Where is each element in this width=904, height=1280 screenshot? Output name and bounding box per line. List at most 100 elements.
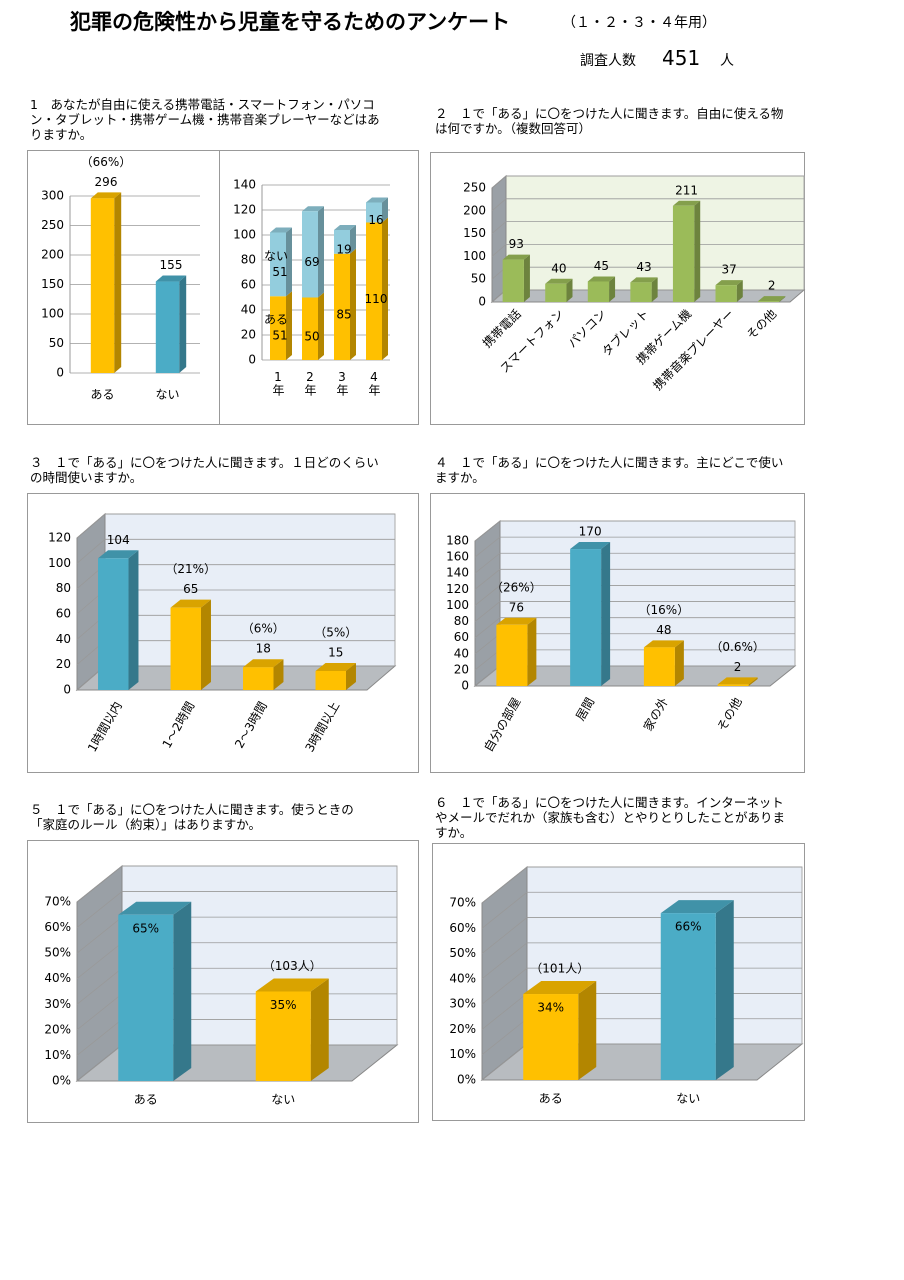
y-tick-label: 70% [44, 895, 71, 909]
bar-side [694, 200, 701, 302]
y-tick-label: 40% [449, 971, 476, 985]
x-tick-label: ない [676, 1092, 700, 1106]
y-tick-label: 120 [446, 582, 469, 596]
y-tick-label: 30% [44, 997, 71, 1011]
data-label: 104 [107, 533, 130, 547]
x-tick-label: 家の外 [640, 695, 671, 734]
data-label: 110 [365, 292, 388, 306]
grid-line [491, 221, 804, 234]
data-label: 37 [722, 263, 737, 277]
y-tick-label: 0 [478, 295, 486, 309]
bar-side [651, 277, 658, 302]
count: 451 [662, 46, 701, 70]
annotation: （16%） [639, 603, 690, 617]
data-label: 170 [579, 525, 602, 539]
y-tick-label: 60 [454, 630, 469, 644]
data-label: 35% [270, 998, 297, 1012]
bar-top [118, 901, 192, 915]
x-tick-label: 2年 [303, 370, 317, 396]
y-tick-label: 10% [44, 1048, 71, 1062]
bar [118, 914, 174, 1081]
bar-top [90, 192, 122, 199]
y-tick-label: 180 [446, 534, 469, 548]
grid-line [76, 538, 395, 564]
annotation: （6%） [242, 622, 285, 636]
grid-line [474, 536, 795, 558]
y-tick-label: 10% [449, 1047, 476, 1061]
data-label: 65 [183, 582, 198, 596]
y-tick-label: 100 [233, 228, 256, 242]
question: ５ １で「ある」に〇をつけた人に聞きます。使うときの「家庭のルール（約束）」はあ… [30, 802, 354, 832]
data-label: 66% [675, 920, 702, 934]
data-label: 2 [734, 660, 742, 674]
x-tick-label: 居間 [573, 695, 597, 723]
bar-top [545, 278, 573, 284]
bar-top [643, 640, 684, 648]
bar [630, 282, 652, 302]
data-label: 40 [551, 261, 566, 275]
data-label: 76 [509, 600, 524, 614]
bar-top [523, 981, 597, 995]
bar-side [345, 663, 356, 690]
bar-side [350, 225, 356, 254]
y-tick-label: 200 [463, 203, 486, 217]
bar-top [715, 280, 743, 286]
grid-line [474, 585, 795, 606]
y-tick-label: 60 [241, 278, 256, 292]
bar [270, 296, 286, 360]
bar-side [578, 981, 597, 1080]
y-tick-label: 20 [56, 657, 71, 671]
x-tick-label: その他 [715, 695, 745, 733]
data-label: 2 [768, 279, 776, 293]
y-tick-label: 70% [449, 896, 476, 910]
bar-top [243, 659, 284, 668]
x-tick-label: 2～3時間 [232, 699, 270, 750]
data-label: 19 [336, 242, 351, 256]
chart: 0% 10% 20% 30% 40% 50% 60% 70% 34% （101人） ある 66% ない [449, 865, 804, 1106]
x-tick-label: ある [539, 1092, 563, 1106]
chart: 0 20 40 60 80 100 120 140 160 180 76 （26%） 自分の部屋 170 居… [446, 519, 797, 754]
x-tick-label: ある [90, 388, 114, 402]
bar [643, 647, 675, 686]
grid-line [76, 891, 397, 928]
bar [758, 301, 780, 302]
y-tick-label: 0 [248, 353, 256, 367]
page-title: 犯罪の危険性から児童を守るためのアンケート [70, 10, 511, 34]
annotation: （0.6%） [710, 640, 765, 654]
data-label: 50 [304, 329, 319, 343]
bar [302, 297, 318, 360]
y-tick-label: 100 [41, 307, 64, 321]
annotation: （26%） [491, 580, 542, 594]
chart: 0 50 100 150 200 250 300 296 （66%） ある 155 ない [41, 155, 200, 402]
y-tick-label: 30% [449, 997, 476, 1011]
question: ６ １で「ある」に〇をつけた人に聞きます。インターネットやメールでだれか（家族も… [435, 795, 786, 840]
bar-side [286, 227, 292, 297]
y-tick-label: 250 [41, 218, 64, 232]
bar-side [779, 296, 786, 302]
y-tick-label: 40 [454, 646, 469, 660]
bar-side [318, 292, 324, 360]
bar-top [170, 599, 211, 608]
y-tick-label: 20% [44, 1022, 71, 1036]
y-tick-label: 40 [241, 303, 256, 317]
question: ４ １で「ある」に〇をつけた人に聞きます。主にどこで使いますか。 [435, 455, 784, 485]
bar-top [672, 200, 701, 206]
data-label: 43 [636, 260, 651, 274]
x-tick-label: 1年 [271, 370, 285, 396]
y-tick-label: 140 [233, 178, 256, 192]
x-tick-label: 3年 [335, 370, 349, 396]
side-wall [474, 519, 501, 688]
bar-top [502, 254, 530, 260]
y-tick-label: 20 [241, 328, 256, 342]
y-tick-label: 50 [471, 272, 486, 286]
grid-line [474, 552, 795, 574]
data-label: 296 [95, 175, 118, 189]
bar [90, 198, 115, 373]
bar [587, 281, 610, 302]
bar [496, 624, 528, 686]
bar-top [270, 227, 292, 233]
y-tick-label: 20% [449, 1022, 476, 1036]
bar [334, 253, 350, 360]
bar [715, 285, 737, 302]
